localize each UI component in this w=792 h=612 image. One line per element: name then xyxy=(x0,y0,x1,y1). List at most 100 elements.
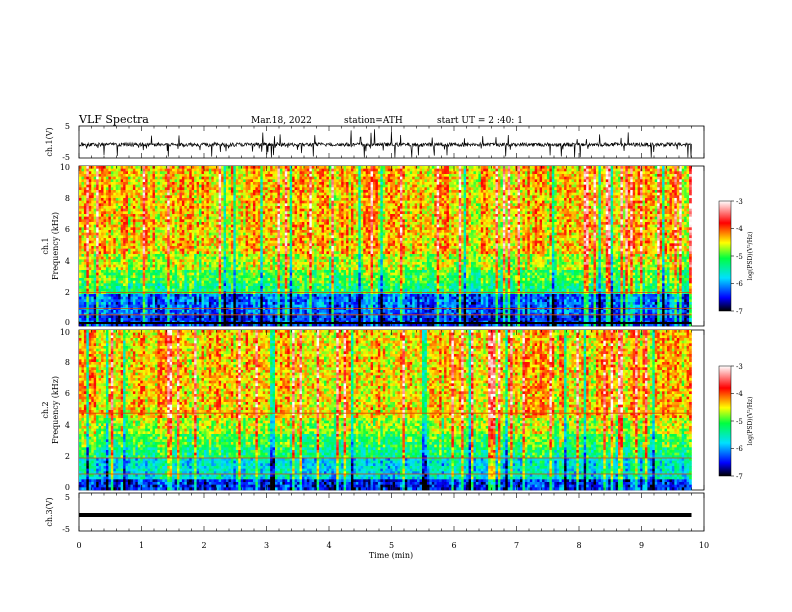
spectrogram-cell xyxy=(591,195,594,198)
spectrogram-cell xyxy=(241,177,244,180)
spectrogram-cell xyxy=(324,198,327,201)
spectrogram-cell xyxy=(669,169,672,172)
spectrogram-cell xyxy=(368,171,371,174)
spectrogram-cell xyxy=(650,187,653,190)
spectrogram-cell xyxy=(375,174,378,177)
spectrogram-cell xyxy=(650,179,653,182)
spectrogram-cell xyxy=(564,193,567,196)
spectrogram-cell xyxy=(628,190,631,193)
spectrogram-cell xyxy=(243,169,246,172)
spectrogram-cell xyxy=(598,214,601,217)
spectrogram-cell xyxy=(537,179,540,182)
spectrogram-cell xyxy=(324,177,327,180)
spectrogram-cell xyxy=(300,179,303,182)
spectrogram-cell xyxy=(390,179,393,182)
spectrogram-cell xyxy=(373,187,376,190)
spectrogram-cell xyxy=(265,179,268,182)
spectrogram-cell xyxy=(319,193,322,196)
spectrogram-cell xyxy=(473,182,476,185)
spectrogram-cell xyxy=(616,182,619,185)
spectrogram-cell xyxy=(669,209,672,212)
spectrogram-cell xyxy=(594,182,597,185)
spectrogram-cell xyxy=(99,169,102,172)
spectrogram-cell xyxy=(79,190,82,193)
spectrogram-cell xyxy=(518,182,521,185)
spectrogram-cell xyxy=(674,193,677,196)
spectrogram-cell xyxy=(633,179,636,182)
spectrogram-cell xyxy=(285,214,288,217)
spectrogram-cell xyxy=(488,209,491,212)
spectrogram-cell xyxy=(371,166,374,169)
spectrogram-cell xyxy=(123,203,126,206)
spectrogram-cell xyxy=(677,201,680,204)
spectrogram-cell xyxy=(282,166,285,169)
spectrogram-cell xyxy=(574,198,577,201)
spectrogram-cell xyxy=(290,193,293,196)
spectrogram-cell xyxy=(469,209,472,212)
spectrogram-cell xyxy=(576,206,579,209)
spectrogram-cell xyxy=(363,187,366,190)
spectrogram-cell xyxy=(150,209,153,212)
spectrogram-cell xyxy=(89,211,92,214)
spectrogram-cell xyxy=(640,182,643,185)
spectrogram-cell xyxy=(689,179,692,182)
spectrogram-cell xyxy=(116,174,119,177)
spectrogram-cell xyxy=(104,182,107,185)
spectrogram-cell xyxy=(96,217,99,220)
spectrogram-cell xyxy=(133,201,136,204)
spectrogram-cell xyxy=(424,201,427,204)
spectrogram-cell xyxy=(148,177,151,180)
spectrogram-cell xyxy=(469,182,472,185)
spectrogram-cell xyxy=(246,209,249,212)
spectrogram-cell xyxy=(633,193,636,196)
spectrogram-cell xyxy=(248,187,251,190)
spectrogram-cell xyxy=(336,179,339,182)
spectrogram-cell xyxy=(684,171,687,174)
spectrogram-cell xyxy=(579,211,582,214)
spectrogram-cell xyxy=(282,206,285,209)
spectrogram-cell xyxy=(469,206,472,209)
spectrogram-cell xyxy=(317,177,320,180)
spectrogram-cell xyxy=(221,185,224,188)
spectrogram-cell xyxy=(442,166,445,169)
spectrogram-cell xyxy=(81,198,84,201)
spectrogram-cell xyxy=(557,201,560,204)
spectrogram-cell xyxy=(275,217,278,220)
spectrogram-cell xyxy=(121,190,124,193)
spectrogram-cell xyxy=(657,190,660,193)
spectrogram-cell xyxy=(204,203,207,206)
spectrogram-cell xyxy=(510,179,513,182)
spectrogram-cell xyxy=(542,174,545,177)
spectrogram-cell xyxy=(309,190,312,193)
spectrogram-cell xyxy=(351,169,354,172)
spectrogram-cell xyxy=(398,169,401,172)
spectrogram-cell xyxy=(459,211,462,214)
spectrogram-cell xyxy=(165,198,168,201)
spectrogram-cell xyxy=(620,166,623,169)
spectrogram-cell xyxy=(598,206,601,209)
spectrogram-cell xyxy=(206,209,209,212)
spectrogram-cell xyxy=(547,185,550,188)
spectrogram-cell xyxy=(513,171,516,174)
spectrogram-cell xyxy=(371,177,374,180)
spectrogram-cell xyxy=(677,185,680,188)
spectrogram-cell xyxy=(400,190,403,193)
spectrogram-cell xyxy=(263,211,266,214)
spectrogram-cell xyxy=(275,166,278,169)
spectrogram-cell xyxy=(91,198,94,201)
spectrogram-cell xyxy=(228,185,231,188)
spectrogram-cell xyxy=(231,211,234,214)
spectrogram-cell xyxy=(486,203,489,206)
spectrogram-cell xyxy=(576,187,579,190)
spectrogram-cell xyxy=(89,198,92,201)
spectrogram-cell xyxy=(547,211,550,214)
spectrogram-cell xyxy=(111,179,114,182)
spectrogram-cell xyxy=(192,206,195,209)
spectrogram-cell xyxy=(669,203,672,206)
spectrogram-cell xyxy=(228,206,231,209)
spectrogram-cell xyxy=(652,203,655,206)
spectrogram-cell xyxy=(498,201,501,204)
spectrogram-cell xyxy=(662,171,665,174)
spectrogram-cell xyxy=(547,195,550,198)
